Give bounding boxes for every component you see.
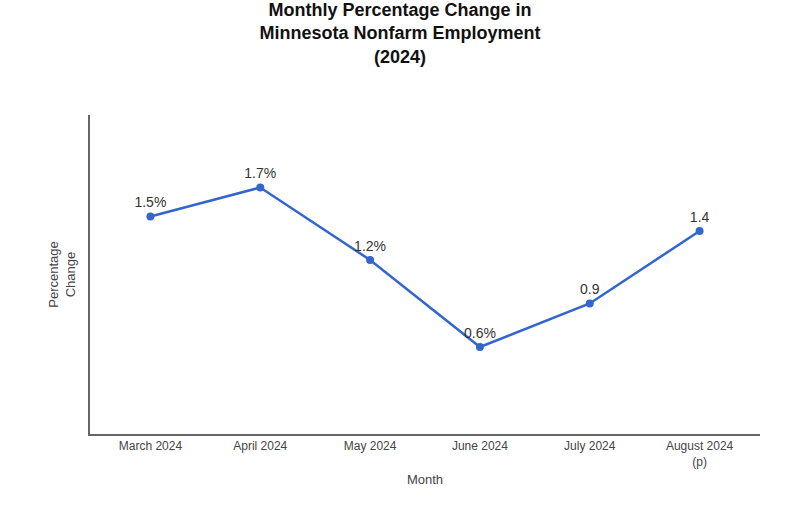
svg-text:Monthly Percentage Change inMi: Monthly Percentage Change inMinnesota No… bbox=[259, 0, 540, 67]
svg-text:August 2024(p): August 2024(p) bbox=[666, 439, 734, 469]
svg-text:0.9: 0.9 bbox=[580, 281, 600, 297]
svg-text:June 2024: June 2024 bbox=[452, 439, 508, 453]
svg-text:0.6%: 0.6% bbox=[464, 325, 496, 341]
svg-text:Month: Month bbox=[407, 472, 443, 487]
svg-text:1.7%: 1.7% bbox=[244, 165, 276, 181]
svg-text:1.4: 1.4 bbox=[690, 209, 710, 225]
svg-text:1.2%: 1.2% bbox=[354, 238, 386, 254]
svg-text:May 2024: May 2024 bbox=[344, 439, 397, 453]
svg-text:April 2024: April 2024 bbox=[233, 439, 287, 453]
svg-text:July 2024: July 2024 bbox=[564, 439, 616, 453]
svg-text:1.5%: 1.5% bbox=[134, 194, 166, 210]
svg-text:PercentageChange: PercentageChange bbox=[46, 241, 78, 308]
svg-text:March 2024: March 2024 bbox=[119, 439, 183, 453]
